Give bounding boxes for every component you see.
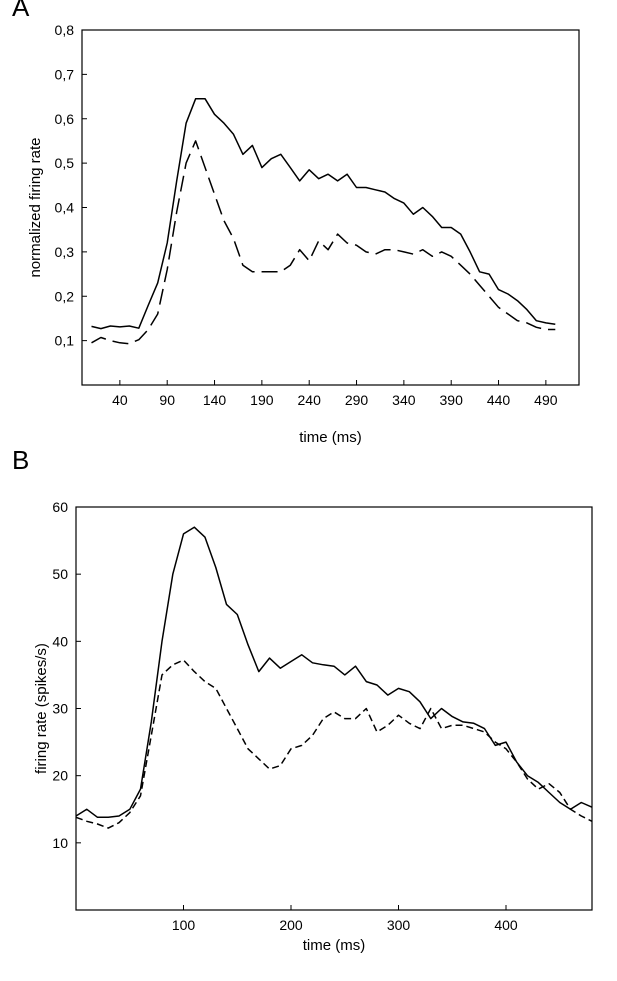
x-tick-label-b-2: 300 [387,917,411,933]
y-tick-label-b-3: 40 [52,633,68,649]
x-tick-label-b-1: 200 [279,917,303,933]
y-tick-label-a-2: 0,3 [55,244,75,260]
chart-a: 40 90 140 190 240 290 340 390 440 490 0,1 0,2 0,3 0,4… [27,22,580,446]
y-tick-label-a-4: 0,5 [55,155,75,171]
series-line-a-solid [91,98,556,330]
x-tick-label-a-9: 490 [534,392,558,408]
plot-frame-a [81,29,580,386]
x-axis-label-b: time (ms) [303,937,366,954]
x-tick-label-a-6: 340 [392,392,416,408]
x-tick-label-b-0: 100 [172,917,196,933]
y-tick-label-a-5: 0,6 [55,111,75,127]
y-tick-label-a-1: 0,2 [55,288,75,304]
series-line-b-solid [75,526,593,819]
y-tick-label-b-1: 20 [52,768,68,784]
y-tick-label-a-6: 0,7 [55,66,75,82]
x-tick-label-a-1: 90 [159,392,175,408]
panel-letter-b: B [12,445,30,475]
chart-b: 100 200 300 400 10 20 30 40 50 60 time (ms) firing … [33,499,593,954]
x-tick-label-a-8: 440 [487,392,511,408]
x-tick-label-a-2: 140 [203,392,227,408]
y-axis-label-b: firing rate (spikes/s) [33,643,50,774]
x-axis-label-a: time (ms) [299,429,362,446]
y-axis-label-a: normalized firing rate [27,137,44,277]
series-line-a-dashed [91,140,556,345]
x-tick-label-a-5: 290 [345,392,369,408]
y-tick-label-a-3: 0,4 [55,200,75,216]
y-tick-label-a-7: 0,8 [55,22,75,38]
x-tick-label-a-7: 390 [440,392,464,408]
x-tick-label-a-3: 190 [250,392,274,408]
y-tick-label-a-0: 0,1 [55,333,75,349]
y-tick-label-b-4: 50 [52,566,68,582]
x-tick-label-a-4: 240 [298,392,322,408]
series-line-b-dashed [75,659,593,829]
x-tick-label-a-0: 40 [112,392,128,408]
y-tick-label-b-5: 60 [52,499,68,515]
y-tick-label-b-0: 10 [52,835,68,851]
x-tick-label-b-3: 400 [494,917,518,933]
panel-letter-a: A [12,0,30,22]
y-tick-label-b-2: 30 [52,701,68,717]
